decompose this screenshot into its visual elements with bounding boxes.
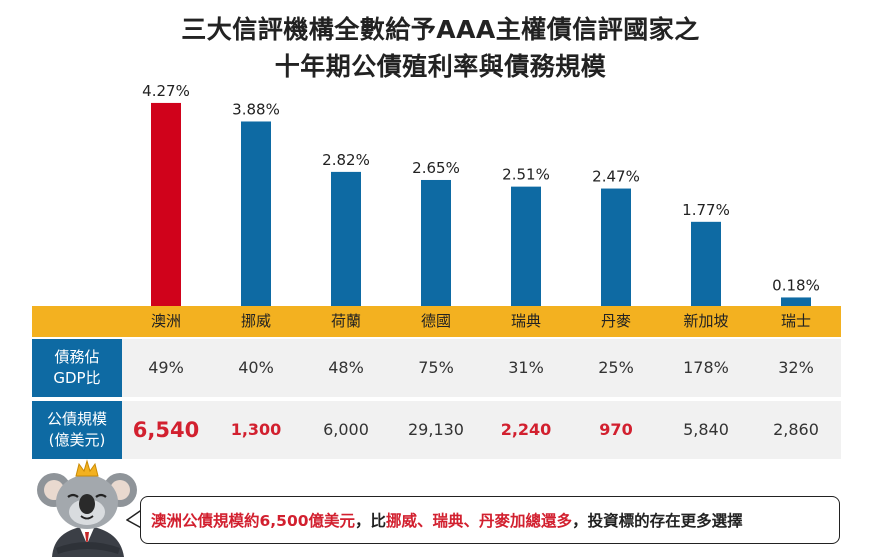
category-label-荷蘭: 荷蘭 [330, 312, 361, 330]
bond-size-cell-荷蘭: 6,000 [323, 420, 369, 439]
callout-text-2: ，比 [355, 512, 387, 530]
callout-text-1: 澳洲公債規模約6,500億美元 [151, 512, 356, 530]
debt-gdp-cell-荷蘭: 48% [328, 358, 364, 377]
debt-gdp-cell-瑞士: 32% [778, 358, 814, 377]
bond-size-header-line2: (億美元) [48, 431, 106, 449]
bar-澳洲 [151, 102, 181, 306]
debt-gdp-cell-新加坡: 178% [683, 358, 729, 377]
callout-box: 澳洲公債規模約6,500億美元 ，比 挪威、瑞典、丹麥加總還多 ，投資標的存在更… [140, 496, 840, 544]
debt-gdp-cell-挪威: 40% [238, 358, 274, 377]
bond-size-header: 公債規模 (億美元) [32, 401, 122, 459]
category-label-新加坡: 新加坡 [683, 312, 729, 330]
bar-挪威 [241, 121, 271, 307]
value-label-瑞典: 2.51% [502, 166, 550, 184]
debt-gdp-cell-丹麥: 25% [598, 358, 634, 377]
bond-size-cell-新加坡: 5,840 [683, 420, 729, 439]
category-band [32, 306, 841, 337]
value-label-瑞士: 0.18% [772, 276, 820, 294]
value-label-丹麥: 2.47% [592, 168, 640, 186]
category-label-德國: 德國 [420, 312, 451, 330]
debt-gdp-header-line1: 債務佔 [54, 348, 100, 366]
value-label-荷蘭: 2.82% [322, 151, 370, 169]
bar-荷蘭 [331, 171, 361, 306]
debt-gdp-cell-瑞典: 31% [508, 358, 544, 377]
bond-size-cell-瑞士: 2,860 [773, 420, 819, 439]
category-label-瑞典: 瑞典 [510, 312, 541, 330]
callout-text-4: ，投資標的存在更多選擇 [572, 512, 743, 530]
value-label-德國: 2.65% [412, 159, 460, 177]
debt-gdp-row [32, 339, 841, 397]
bond-size-cell-澳洲: 6,540 [132, 418, 200, 442]
value-label-挪威: 3.88% [232, 100, 280, 118]
debt-gdp-cell-澳洲: 49% [148, 358, 184, 377]
value-label-新加坡: 1.77% [682, 201, 730, 219]
chart-title-line1: 三大信評機構全數給予AAA主權債信評國家之 [181, 15, 700, 44]
bond-size-cell-德國: 29,130 [408, 420, 464, 439]
debt-gdp-header: 債務佔 GDP比 [32, 339, 122, 397]
callout-tail-icon [126, 510, 142, 529]
callout-text-3: 挪威、瑞典、丹麥加總還多 [386, 512, 573, 530]
bar-瑞典 [511, 186, 541, 306]
bond-size-cell-丹麥: 970 [599, 420, 633, 439]
koala-mascot-icon [37, 459, 137, 557]
bond-size-cell-瑞典: 2,240 [500, 420, 552, 439]
bar-丹麥 [601, 188, 631, 306]
bond-size-header-line1: 公債規模 [46, 410, 107, 428]
debt-gdp-header-line2: GDP比 [53, 369, 101, 387]
bar-德國 [421, 179, 451, 306]
bond-size-row [32, 401, 841, 459]
bar-新加坡 [691, 221, 721, 306]
category-label-丹麥: 丹麥 [600, 312, 631, 330]
category-label-挪威: 挪威 [240, 312, 271, 330]
category-label-澳洲: 澳洲 [150, 312, 181, 330]
bar-瑞士 [781, 297, 811, 306]
bond-size-cell-挪威: 1,300 [230, 420, 282, 439]
bar-chart: 4.27% 3.88% 2.82% 2.65% 2.51% 2.47% 1.77% 0.18% [142, 82, 820, 307]
category-label-瑞士: 瑞士 [780, 312, 811, 330]
value-label-澳洲: 4.27% [142, 82, 190, 100]
debt-gdp-cell-德國: 75% [418, 358, 454, 377]
chart-title-line2: 十年期公債殖利率與債務規模 [274, 52, 607, 81]
